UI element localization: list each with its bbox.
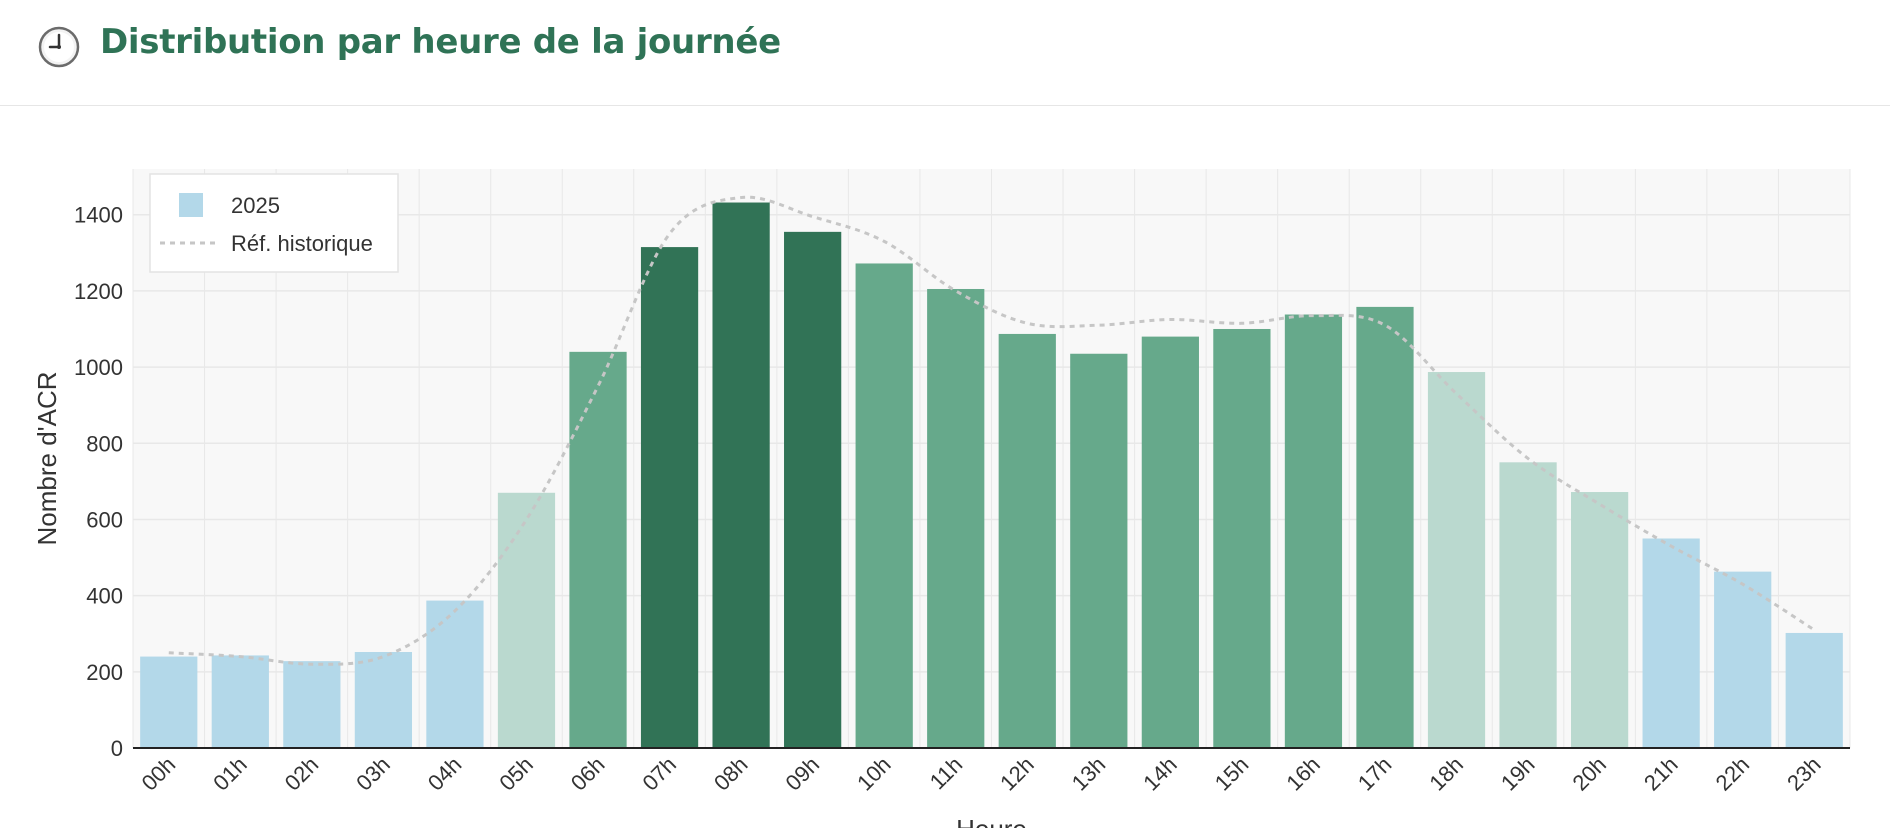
x-tick-label: 16h — [1281, 752, 1325, 796]
bar-00h[interactable] — [140, 656, 198, 748]
clock-icon — [38, 26, 80, 68]
x-tick-label: 03h — [351, 752, 395, 796]
bar-03h[interactable] — [354, 652, 413, 748]
x-tick-label: 22h — [1711, 752, 1755, 796]
legend-swatch-2025 — [179, 193, 203, 217]
bars — [140, 202, 1843, 749]
x-tick-label: 06h — [566, 752, 610, 796]
x-tick-label: 10h — [852, 752, 896, 796]
reference-line — [168, 195, 1816, 666]
y-tick-label: 1400 — [74, 203, 123, 228]
bar-18h[interactable] — [1427, 372, 1486, 748]
x-tick-label: 09h — [781, 752, 825, 796]
bar-22h[interactable] — [1714, 571, 1772, 748]
bar-19h[interactable] — [1499, 462, 1557, 748]
y-tick-label: 800 — [86, 431, 123, 456]
y-tick-label: 600 — [86, 507, 123, 532]
bar-08h[interactable] — [712, 202, 770, 748]
x-tick-label: 12h — [995, 752, 1039, 796]
bar-12h[interactable] — [998, 333, 1056, 748]
bar-07h[interactable] — [640, 247, 699, 749]
bar-23h[interactable] — [1785, 632, 1843, 748]
x-tick-label: 08h — [709, 752, 753, 796]
x-tick-label: 19h — [1496, 752, 1540, 796]
y-tick-label: 0 — [111, 736, 123, 761]
x-tick-labels: 00h 01h 02h 03h 04h 05h 06h 07h 08h 09h 10h 11h 12h 1… — [137, 752, 1826, 796]
bar-10h[interactable] — [855, 263, 913, 748]
x-tick-label: 15h — [1210, 752, 1254, 796]
page-title: Distribution par heure de la journée — [100, 22, 781, 62]
y-tick-label: 1200 — [74, 279, 123, 304]
y-tick-label: 1000 — [74, 355, 123, 380]
x-tick-label: 02h — [280, 752, 324, 796]
x-tick-label: 23h — [1782, 752, 1826, 796]
bar-14h[interactable] — [1141, 336, 1199, 748]
legend-label-2025: 2025 — [231, 193, 280, 218]
bar-11h[interactable] — [927, 288, 985, 748]
x-tick-label: 11h — [925, 752, 967, 794]
bar-15h[interactable] — [1213, 328, 1271, 748]
bar-17h[interactable] — [1356, 306, 1414, 748]
x-tick-label: 18h — [1424, 752, 1468, 796]
y-tick-label: 200 — [86, 660, 123, 685]
x-tick-label: 17h — [1353, 752, 1397, 796]
legend[interactable]: 2025 Réf. historique — [149, 173, 399, 273]
bar-01h[interactable] — [211, 655, 269, 748]
bar-04h[interactable] — [426, 600, 484, 748]
y-axis-label: Nombre d'ACR — [32, 371, 62, 545]
x-tick-label: 01h — [208, 752, 252, 796]
x-tick-label: 07h — [637, 752, 681, 796]
legend-label-reference: Réf. historique — [231, 231, 373, 256]
bar-05h[interactable] — [497, 492, 556, 748]
legend-box — [149, 173, 399, 273]
x-tick-label: 13h — [1067, 752, 1111, 796]
x-tick-label: 05h — [494, 752, 538, 796]
bar-21h[interactable] — [1642, 538, 1700, 748]
bar-06h[interactable] — [569, 351, 627, 748]
x-tick-label: 04h — [423, 752, 467, 796]
x-tick-label: 00h — [137, 752, 181, 796]
bar-chart: 0 200 400 600 800 1000 1200 1400 00h 01h 02h 03h 04… — [32, 169, 1851, 828]
bar-09h[interactable] — [784, 231, 842, 748]
bar-13h[interactable] — [1070, 353, 1128, 748]
y-tick-labels: 0 200 400 600 800 1000 1200 1400 — [74, 203, 123, 761]
bar-02h[interactable] — [283, 661, 341, 748]
x-tick-label: 14h — [1138, 752, 1182, 796]
x-tick-label: 21h — [1639, 752, 1683, 796]
y-tick-label: 400 — [86, 584, 123, 609]
bar-20h[interactable] — [1570, 492, 1629, 748]
chart-header: Distribution par heure de la journée — [0, 0, 1890, 106]
bar-16h[interactable] — [1284, 314, 1343, 748]
x-axis-label: Heure — [956, 814, 1027, 828]
x-tick-label: 20h — [1567, 752, 1611, 796]
